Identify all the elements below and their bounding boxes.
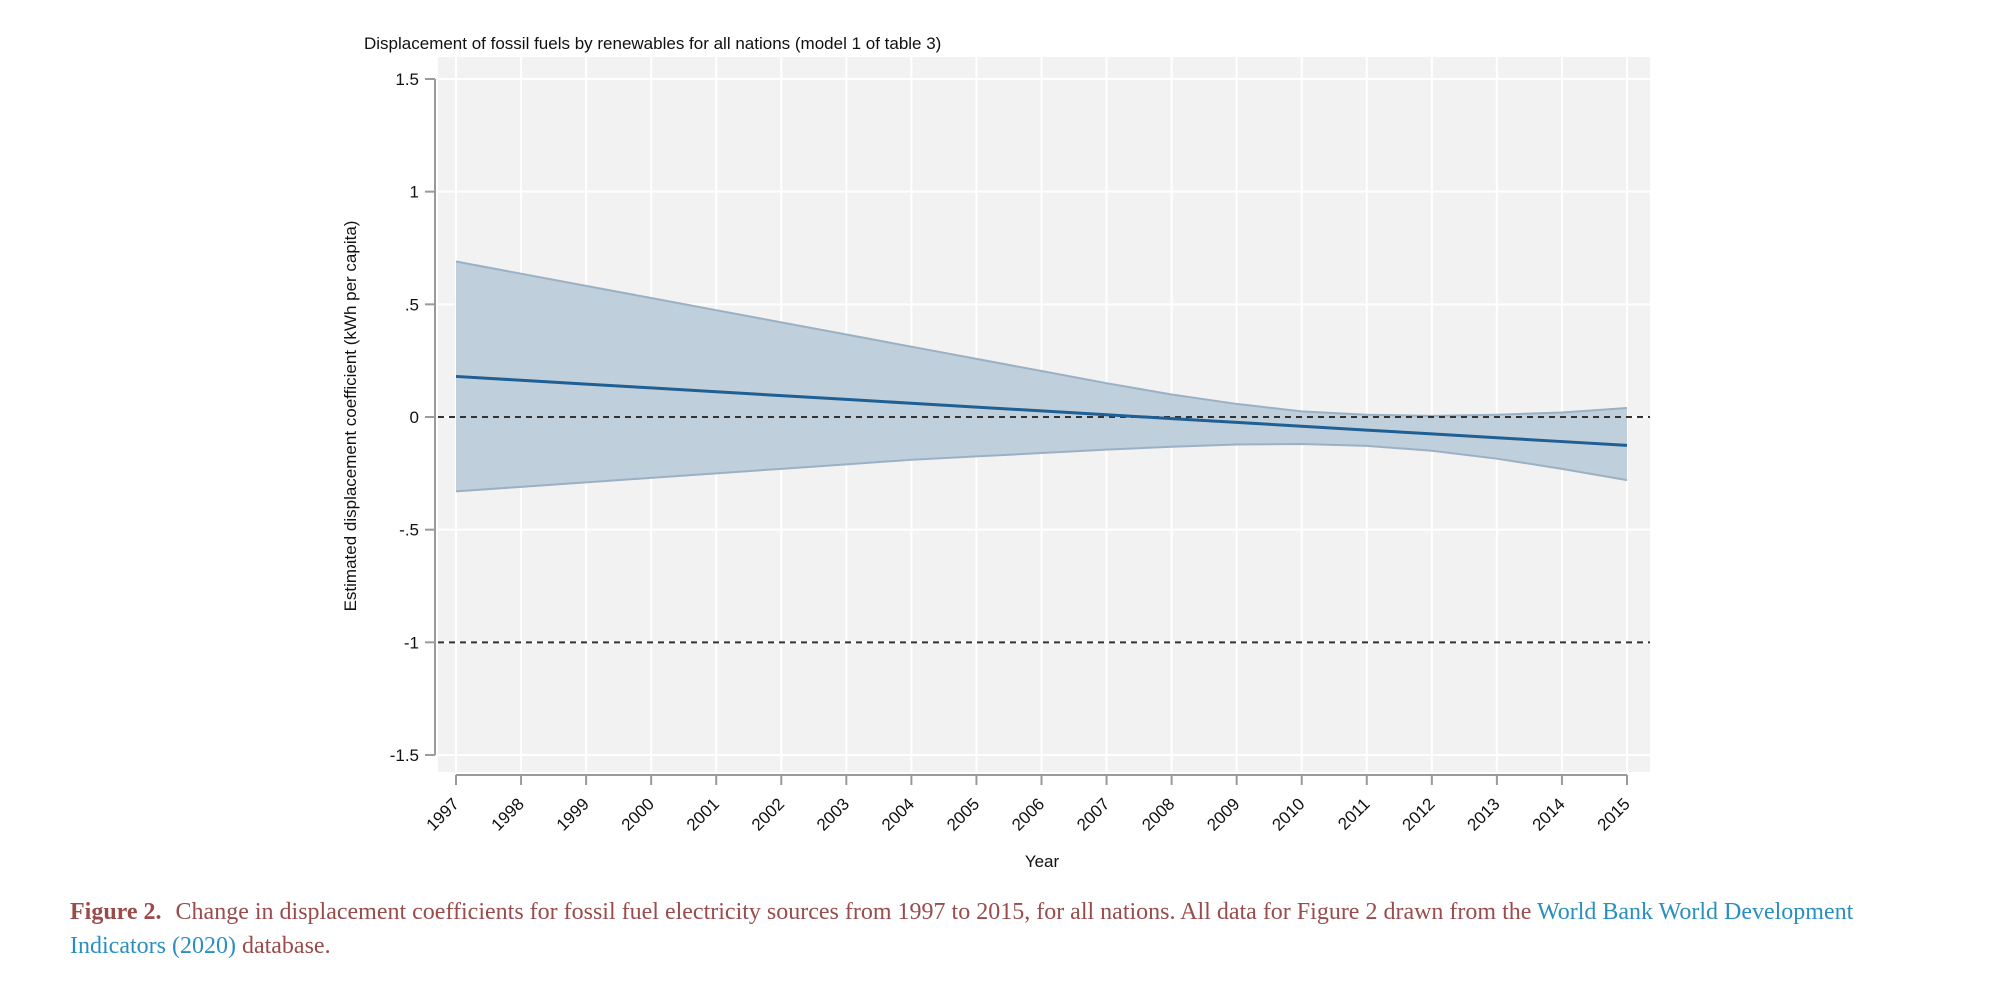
- y-tick-label: -.5: [399, 521, 419, 540]
- chart-title: Displacement of fossil fuels by renewabl…: [364, 34, 941, 53]
- x-tick-label: 2002: [748, 794, 788, 834]
- x-tick-label: 2003: [813, 794, 853, 834]
- x-tick-label: 1998: [488, 794, 528, 834]
- x-tick-label: 2011: [1334, 794, 1373, 833]
- x-tick-label: 2010: [1268, 794, 1308, 834]
- confidence-band: [456, 261, 1627, 492]
- x-tick-label: 1999: [553, 794, 593, 834]
- x-tick-label: 2008: [1138, 794, 1178, 834]
- y-tick-label: -1.5: [390, 746, 419, 765]
- y-axis: -1.5 -1 -.5 0 .5 1 1.5: [390, 70, 436, 765]
- estimate-line: [455, 374, 1628, 447]
- lower-bound-line: [455, 443, 1628, 493]
- x-axis-label: Year: [1025, 852, 1060, 871]
- plot-area: [438, 57, 1650, 772]
- x-tick-label: 2014: [1529, 794, 1569, 834]
- x-tick-label: 1997: [423, 794, 463, 834]
- data-source-link[interactable]: World Bank World Development Indicators …: [70, 899, 1854, 959]
- x-tick-label: 2009: [1203, 794, 1243, 834]
- y-tick-label: 1.5: [395, 70, 419, 89]
- chart: Displacement of fossil fuels by renewabl…: [341, 34, 1650, 871]
- y-tick-label: -1: [404, 633, 419, 652]
- x-tick-label: 2004: [878, 794, 918, 834]
- caption-text-end: database.: [241, 933, 331, 959]
- x-tick-label: 2013: [1464, 794, 1504, 834]
- x-tick-label: 2015: [1594, 794, 1634, 834]
- x-tick-label: 2006: [1008, 794, 1048, 834]
- x-tick-label: 2005: [943, 794, 983, 834]
- x-tick-label: 2000: [618, 794, 658, 834]
- x-axis: 1997 1998 1999 2000 2001 2002 2003 2004 2005 2006…: [423, 774, 1634, 835]
- caption-text: Change in displacement coefficients for …: [175, 899, 1532, 925]
- y-tick-label: .5: [405, 295, 419, 314]
- x-tick-label: 2001: [683, 794, 723, 834]
- y-tick-label: 1: [410, 183, 419, 202]
- upper-bound-line: [455, 260, 1628, 417]
- x-tick-label: 2012: [1398, 794, 1438, 834]
- y-tick-label: 0: [410, 408, 419, 427]
- figure-caption: Figure 2. Change in displacement coeffic…: [70, 895, 1930, 963]
- x-tick-label: 2007: [1073, 794, 1113, 834]
- y-axis-label: Estimated displacement coefficient (kWh …: [341, 221, 360, 612]
- figure-label: Figure 2.: [70, 899, 162, 925]
